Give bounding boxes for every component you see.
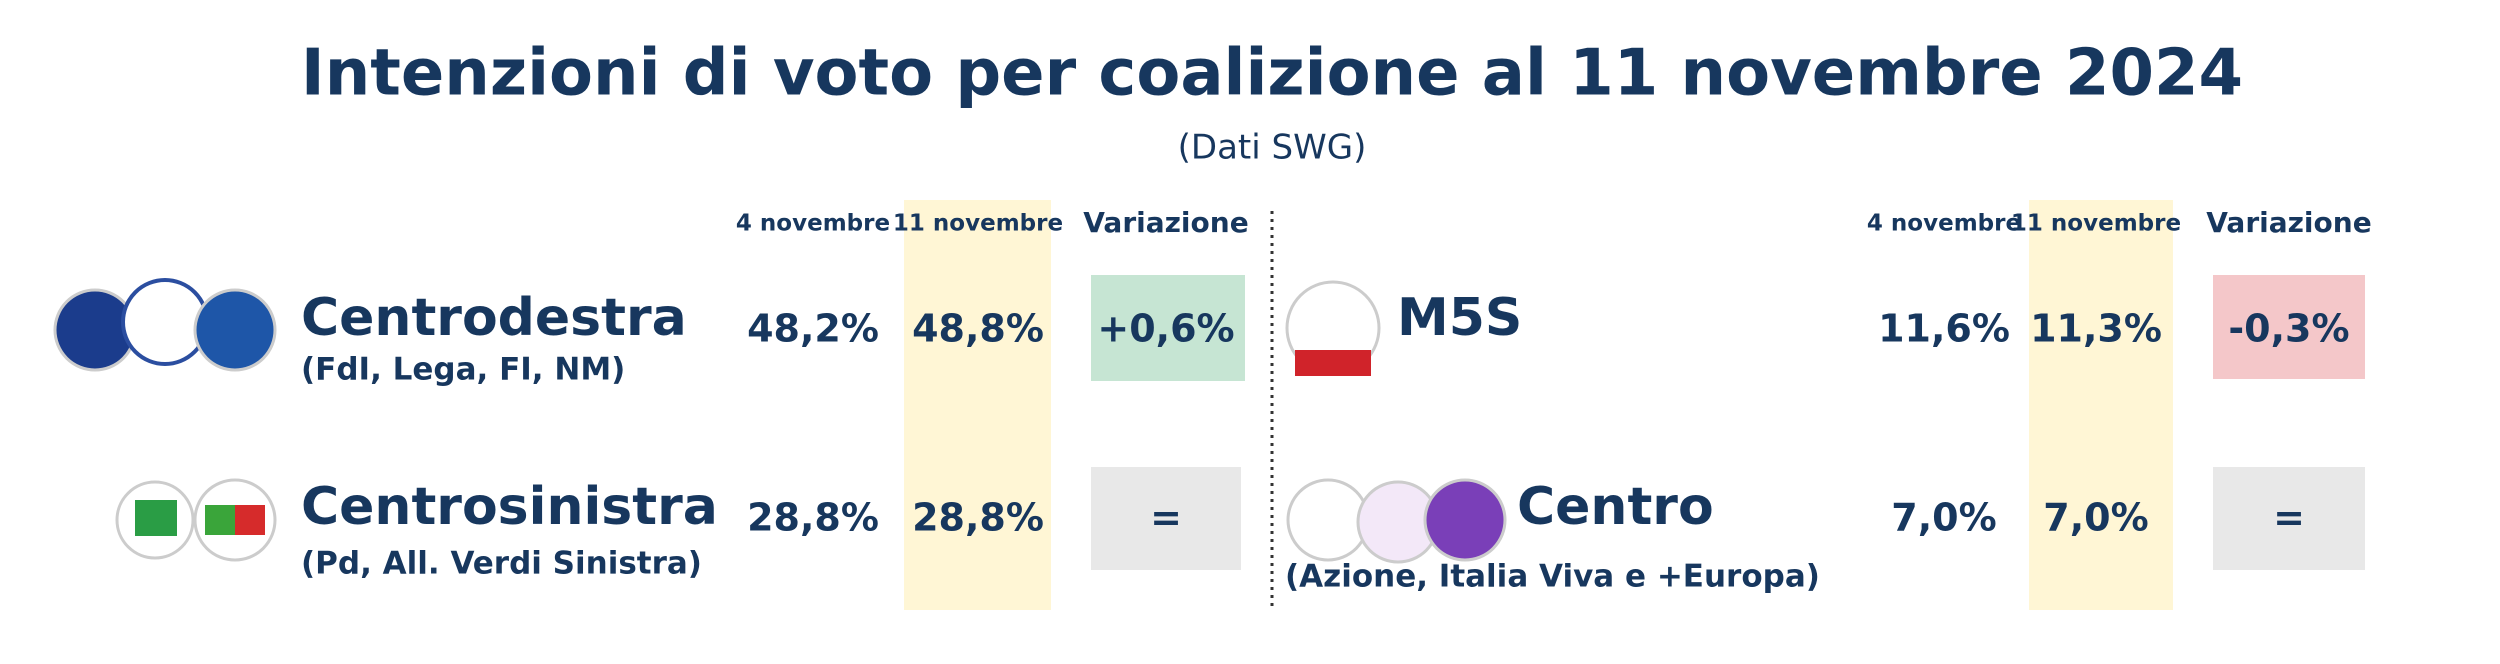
change-box [2213,275,2365,379]
row-value: = [1150,496,1182,540]
row-value: 11,3% [2030,307,2162,351]
logos [53,278,1507,564]
column-header: 4 novembre [1867,211,2021,237]
column-header: 4 novembre [736,211,890,237]
title: Intenzioni di voto per coalizione al 11 … [301,37,2243,111]
row-detail: (Azione, Italia Viva e +Europa) [1285,559,1820,595]
change-box [1091,467,1241,570]
row-value: +0,6% [1097,307,1234,351]
column-header: 11 novembre [893,211,1063,237]
row-value: 7,0% [1891,496,1996,540]
row-value: 11,6% [1878,307,2010,351]
row-value: 48,8% [912,307,1044,351]
row-name: Centro [1517,477,1714,537]
row-name: Centrosinistra [301,477,718,537]
row-value: = [2273,496,2305,540]
row-value: 7,0% [2043,496,2148,540]
row-value: 48,2% [747,307,879,351]
column-header: Variazione [1083,206,1248,239]
highlight-band [2029,200,2173,610]
column-header: Variazione [2206,206,2371,239]
row-value: 28,8% [747,496,879,540]
row-detail: (Pd, All. Verdi Sinistra) [301,546,702,582]
row-detail: (FdI, Lega, FI, NM) [301,352,625,388]
row-name: M5S [1397,288,1522,348]
highlight-band [904,200,1051,610]
column-header: 11 novembre [2011,211,2181,237]
row-value: -0,3% [2228,307,2349,351]
subtitle: (Dati SWG) [1178,128,1367,168]
row-value: 28,8% [912,496,1044,540]
change-box [1091,275,1245,381]
change-box [2213,467,2365,570]
row-name: Centrodestra [301,288,687,348]
